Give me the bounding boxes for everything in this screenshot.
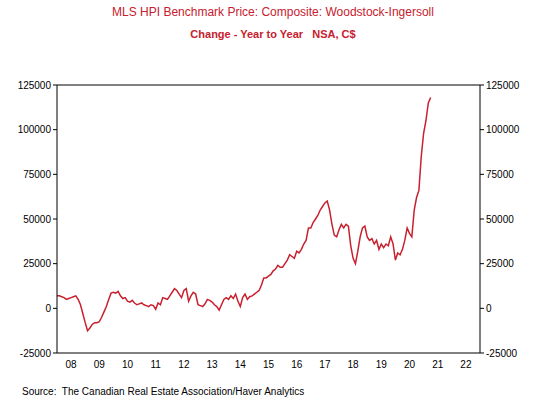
svg-text:11: 11	[151, 359, 162, 370]
svg-text:50000: 50000	[23, 214, 51, 225]
svg-text:21: 21	[432, 359, 444, 370]
svg-text:100000: 100000	[18, 124, 52, 135]
svg-text:-25000: -25000	[20, 348, 52, 359]
svg-text:17: 17	[319, 359, 331, 370]
svg-text:50000: 50000	[486, 214, 514, 225]
svg-text:25000: 25000	[486, 258, 514, 269]
svg-text:13: 13	[207, 359, 219, 370]
svg-text:12: 12	[178, 359, 190, 370]
svg-text:75000: 75000	[23, 169, 51, 180]
svg-text:18: 18	[348, 359, 360, 370]
svg-text:19: 19	[376, 359, 388, 370]
svg-text:100000: 100000	[486, 124, 520, 135]
svg-text:25000: 25000	[23, 258, 51, 269]
svg-text:15: 15	[263, 359, 275, 370]
svg-text:125000: 125000	[18, 80, 52, 91]
html-text:Source: The Canadian Real Esta: Source: The Canadian Real Estate Associa…	[22, 386, 305, 397]
svg-text:09: 09	[94, 359, 106, 370]
svg-text:0: 0	[45, 303, 51, 314]
svg-text:20: 20	[404, 359, 416, 370]
svg-text:08: 08	[66, 359, 78, 370]
svg-text:10: 10	[122, 359, 134, 370]
svg-text:-25000: -25000	[486, 348, 518, 359]
html-text:Change - Year to Year NSA, C$: Change - Year to Year NSA, C$	[190, 28, 356, 40]
html-text:MLS HPI Benchmark Price: Compo: MLS HPI Benchmark Price: Composite: Wood…	[112, 5, 434, 19]
svg-text:22: 22	[460, 359, 472, 370]
svg-text:14: 14	[235, 359, 247, 370]
svg-text:75000: 75000	[486, 169, 514, 180]
svg-text:0: 0	[486, 303, 492, 314]
svg-text:125000: 125000	[486, 80, 520, 91]
svg-text:16: 16	[291, 359, 303, 370]
